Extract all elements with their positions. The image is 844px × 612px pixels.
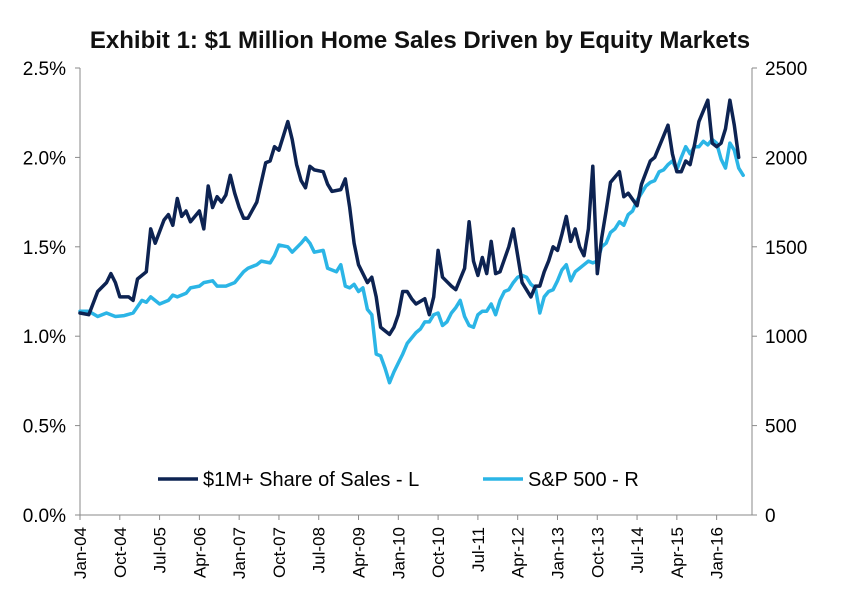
series-line-1m-share <box>78 98 741 337</box>
legend-label: $1M+ Share of Sales - L <box>203 469 419 491</box>
x-tick-label: Jan-16 <box>708 527 727 579</box>
right-y-tick-label: 2000 <box>765 148 807 169</box>
x-tick-label: Apr-06 <box>190 527 209 578</box>
x-tick-label: Apr-09 <box>350 527 369 578</box>
x-tick-label: Apr-15 <box>668 527 687 578</box>
x-tick-label: Jul-14 <box>628 527 647 573</box>
right-y-tick-label: 500 <box>765 417 797 438</box>
right-y-tick-label: 2500 <box>765 59 807 80</box>
x-tick-label: Oct-07 <box>270 527 289 578</box>
x-tick-label: Oct-10 <box>429 527 448 578</box>
series-layer <box>78 98 745 385</box>
x-tick-label: Oct-13 <box>588 527 607 578</box>
left-y-tick-label: 2.0% <box>23 148 66 169</box>
axes: 0.0% 0.5% 1.0% 1.5% 2.0% 2.5% 0 500 1000 1500 2000… <box>23 59 808 579</box>
left-y-tick-label: 0.5% <box>23 417 66 438</box>
x-tick-label: Jul-08 <box>310 527 329 573</box>
left-y-tick-label: 1.5% <box>23 238 66 259</box>
x-tick-label: Jul-11 <box>469 527 488 572</box>
x-tick-label: Apr-12 <box>509 527 528 578</box>
left-y-tick-label: 1.0% <box>23 327 66 348</box>
legend: $1M+ Share of Sales - L S&P 500 - R <box>158 469 639 491</box>
x-tick-label: Jan-13 <box>548 527 567 579</box>
x-tick-label: Jan-07 <box>230 527 249 579</box>
x-tick-label: Oct-04 <box>111 527 130 578</box>
right-y-tick-label: 0 <box>765 506 776 527</box>
right-y-tick-label: 1000 <box>765 327 807 348</box>
right-y-tick-label: 1500 <box>765 238 807 259</box>
series-line-sp500 <box>78 137 745 385</box>
legend-label: S&P 500 - R <box>528 469 639 491</box>
legend-item-1m-share: $1M+ Share of Sales - L <box>158 469 419 491</box>
legend-item-sp500: S&P 500 - R <box>483 469 639 491</box>
chart-title: Exhibit 1: $1 Million Home Sales Driven … <box>90 27 750 54</box>
x-tick-label: Jan-04 <box>71 527 90 579</box>
x-tick-label: Jul-05 <box>151 527 170 573</box>
x-tick-label: Jan-10 <box>389 527 408 579</box>
left-y-tick-label: 2.5% <box>23 59 66 80</box>
left-y-tick-label: 0.0% <box>23 506 66 527</box>
